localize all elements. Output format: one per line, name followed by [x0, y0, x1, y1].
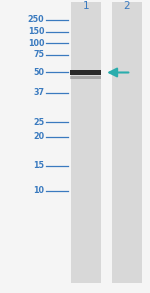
Text: 15: 15 — [33, 161, 44, 171]
Text: 250: 250 — [28, 16, 44, 24]
Text: 1: 1 — [83, 1, 90, 11]
Bar — [70, 69, 101, 75]
Text: 25: 25 — [33, 118, 44, 127]
Bar — [71, 2, 101, 283]
Text: 2: 2 — [123, 1, 130, 11]
Bar — [112, 2, 142, 283]
Bar — [70, 76, 101, 79]
Text: 10: 10 — [33, 186, 44, 195]
Text: 20: 20 — [33, 132, 44, 141]
Text: 50: 50 — [33, 68, 44, 77]
Text: 150: 150 — [28, 27, 44, 36]
Text: 100: 100 — [28, 39, 44, 48]
Text: 75: 75 — [33, 50, 44, 59]
Text: 37: 37 — [33, 88, 44, 98]
